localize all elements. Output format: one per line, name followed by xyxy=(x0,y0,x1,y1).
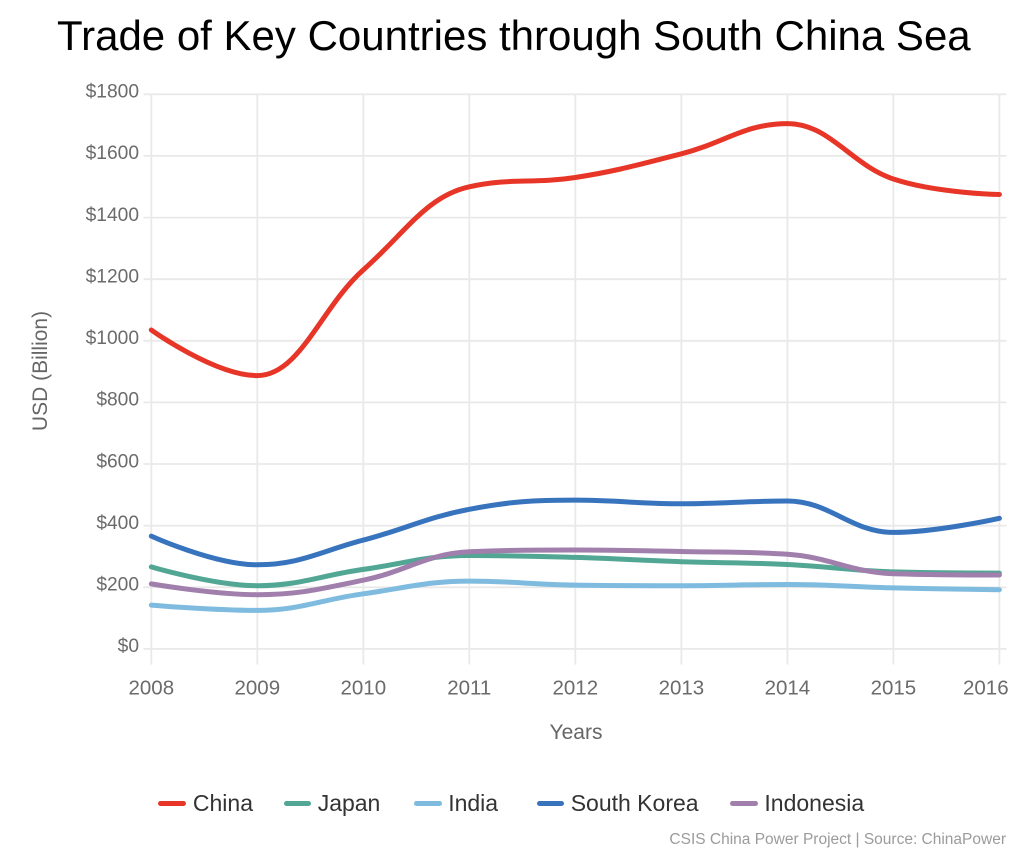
svg-text:$1600: $1600 xyxy=(86,143,139,164)
svg-text:2008: 2008 xyxy=(128,677,174,700)
svg-text:2014: 2014 xyxy=(765,677,811,700)
svg-text:$400: $400 xyxy=(96,513,139,534)
svg-text:2013: 2013 xyxy=(659,677,705,700)
svg-text:$200: $200 xyxy=(96,575,139,596)
svg-text:2011: 2011 xyxy=(447,677,491,700)
svg-text:2009: 2009 xyxy=(234,677,280,700)
svg-text:$800: $800 xyxy=(96,390,139,411)
svg-text:$0: $0 xyxy=(118,636,139,657)
svg-text:$1000: $1000 xyxy=(86,328,139,349)
svg-text:2015: 2015 xyxy=(871,677,917,700)
svg-text:$1200: $1200 xyxy=(86,267,139,288)
svg-text:2016: 2016 xyxy=(963,677,1009,700)
svg-text:$1400: $1400 xyxy=(86,205,139,226)
svg-text:$1800: $1800 xyxy=(86,82,139,103)
svg-text:2012: 2012 xyxy=(552,677,598,700)
svg-text:$600: $600 xyxy=(96,451,139,472)
svg-text:2010: 2010 xyxy=(340,677,386,700)
